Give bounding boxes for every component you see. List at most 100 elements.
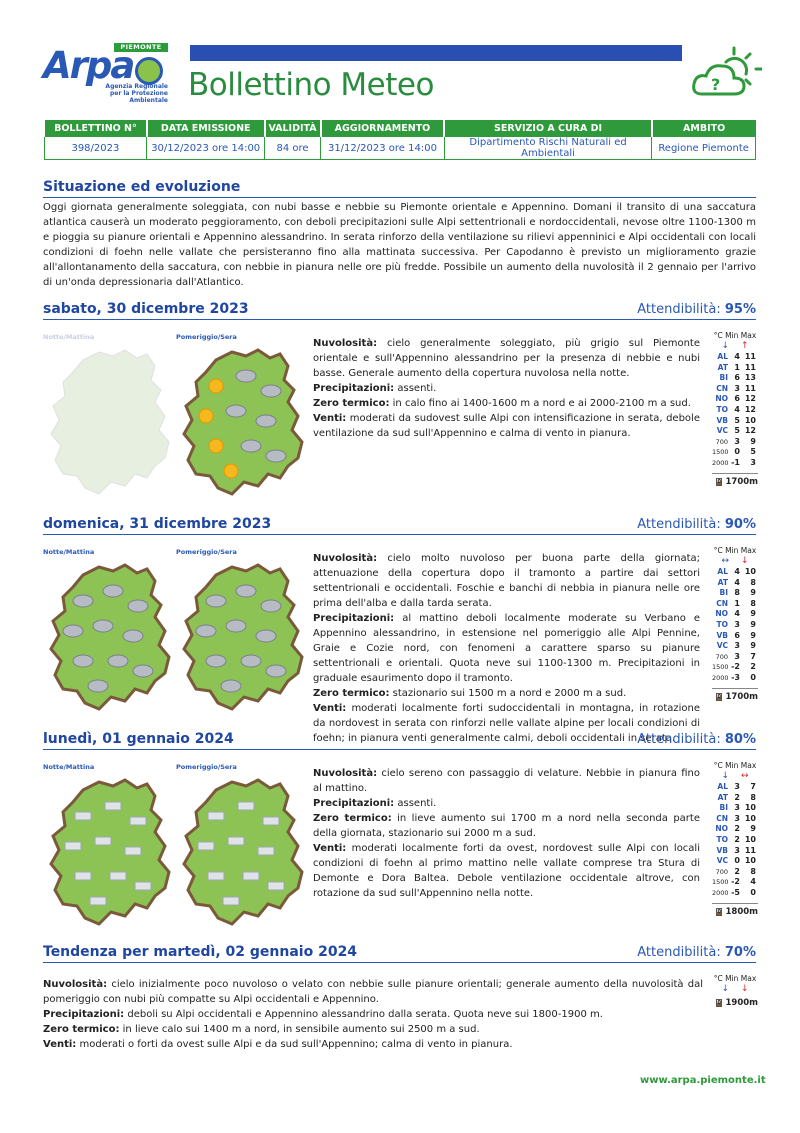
- map-label-afternoon: Pomeriggio/Sera: [176, 763, 237, 771]
- cloud-icon: [240, 439, 262, 453]
- fog-icon: [237, 801, 255, 811]
- day-description: Nuvolosità: cielo generalmente soleggiat…: [313, 336, 700, 441]
- temp-station: TO: [716, 834, 729, 844]
- header: PIEMONTE Arpa Agenzia Regionale per la P…: [0, 0, 800, 115]
- temp-min: 3: [734, 436, 740, 446]
- cloud-icon: [240, 654, 262, 668]
- clouds-text: cielo sereno con passaggio di velature. …: [313, 768, 700, 794]
- reliability-value: 70%: [724, 945, 756, 960]
- cloud-icon: [107, 654, 129, 668]
- reliability-value: 80%: [724, 732, 756, 747]
- freezing-level-value: 1700m: [725, 691, 758, 702]
- divider: [43, 534, 756, 535]
- reliability-label: Attendibilità:: [637, 302, 721, 317]
- wind-text: moderati o forti da ovest sulle Alpi e d…: [79, 1039, 513, 1050]
- temp-max: 9: [750, 641, 756, 651]
- piemonte-map-afternoon: [182, 563, 304, 711]
- cloud-icon: [205, 654, 227, 668]
- piemonte-map-night: [49, 563, 171, 711]
- freezing-level-value: 1700m: [725, 476, 758, 487]
- fog-icon: [262, 816, 280, 826]
- temp-min: 6: [734, 373, 740, 383]
- temp-station: AT: [717, 577, 728, 587]
- precip-label: Precipitazioni:: [313, 383, 395, 394]
- logo-dot: [135, 57, 163, 85]
- freezing-text: in lieve calo sui 1400 m a nord, in sens…: [122, 1024, 480, 1035]
- fog-icon: [124, 846, 142, 856]
- temp-max: 10: [744, 813, 756, 823]
- temp-max: 9: [750, 609, 756, 619]
- cloud-icon: [102, 584, 124, 598]
- temp-row: TO 2 10: [712, 835, 758, 846]
- cloud-icon: [225, 619, 247, 633]
- temp-max: 10: [744, 834, 756, 844]
- cloud-icon: [127, 599, 149, 613]
- situation-title: Situazione ed evoluzione: [43, 179, 241, 195]
- temp-min: 4: [734, 352, 740, 361]
- temp-min: 2: [734, 824, 740, 834]
- temp-max: 5: [750, 447, 756, 457]
- day-description: Nuvolosità: cielo molto nuvoloso per buo…: [313, 551, 700, 746]
- fog-icon: [242, 871, 260, 881]
- temp-min: 0: [734, 447, 740, 457]
- temp-row: VC 3 9: [712, 641, 758, 652]
- temp-row: VC 5 12: [712, 426, 758, 437]
- temp-station: VC: [716, 426, 728, 436]
- cloud-icon: [72, 654, 94, 668]
- cloud-icon: [220, 679, 242, 693]
- clouds-label: Nuvolosità:: [313, 553, 378, 564]
- temp-min: 3: [734, 383, 740, 393]
- freezing-text: in lieve aumento sui 1700 m a nord nella…: [313, 813, 700, 839]
- temp-row: AT 2 8: [712, 793, 758, 804]
- divider: [712, 902, 758, 904]
- temp-max: 11: [744, 362, 756, 372]
- clouds-label: Nuvolosità:: [313, 338, 378, 349]
- map-label-afternoon: Pomeriggio/Sera: [176, 548, 237, 556]
- day-title: domenica, 31 dicembre 2023: [43, 516, 272, 532]
- fog-icon: [89, 896, 107, 906]
- divider: [712, 687, 758, 689]
- temp-max: 10: [744, 856, 756, 866]
- divider: [43, 962, 756, 963]
- temp-header: °C Min Max: [713, 331, 757, 340]
- temp-max: 0: [750, 887, 756, 897]
- wind-label: Venti:: [43, 1039, 77, 1050]
- fog-icon: [94, 836, 112, 846]
- temp-station: 2000: [712, 888, 729, 897]
- cloud-icon: [205, 594, 227, 608]
- clouds-text: cielo generalmente soleggiato, più grigi…: [313, 338, 700, 379]
- fog-icon: [207, 811, 225, 821]
- temp-trend-arrows: ↔ ↓: [712, 555, 758, 567]
- clouds-label: Nuvolosità:: [43, 979, 108, 990]
- min-trend-icon: ↓: [721, 771, 729, 781]
- arpa-logo[interactable]: PIEMONTE Arpa Agenzia Regionale per la P…: [43, 43, 168, 104]
- region-shape: [50, 349, 170, 495]
- reliability-value: 90%: [724, 517, 756, 532]
- freezing-level-value: 1800m: [725, 906, 758, 917]
- temp-row: 2000 -5 0: [712, 888, 758, 899]
- temp-min: 5: [734, 426, 740, 436]
- day-reliability: Attendibilità: 90%: [560, 517, 756, 532]
- temp-min: 3: [734, 845, 740, 855]
- day-reliability: Attendibilità: 80%: [560, 732, 756, 747]
- freezing-text: stazionario sui 1500 m a nord e 2000 m a…: [392, 688, 627, 699]
- cloud-icon: [132, 664, 154, 678]
- piemonte-map-night: [50, 349, 170, 495]
- min-trend-icon: ↔: [721, 556, 729, 566]
- freezing-level-icon: 0: [716, 999, 723, 1007]
- temp-min: -2: [731, 662, 740, 672]
- temp-row: AT 1 11: [712, 363, 758, 374]
- temp-min: 4: [734, 404, 740, 414]
- day-title: sabato, 30 dicembre 2023: [43, 301, 249, 317]
- cloud-icon: [195, 624, 217, 638]
- temp-station: 700: [715, 652, 728, 661]
- temp-row: 700 2 8: [712, 867, 758, 878]
- temp-min: 3: [734, 641, 740, 651]
- divider: [43, 197, 756, 198]
- temp-station: 700: [715, 867, 728, 876]
- temp-station: VB: [716, 415, 728, 425]
- temp-trend-arrows: ↓ ↑: [712, 340, 758, 352]
- temp-station: VB: [716, 630, 728, 640]
- footer-link[interactable]: www.arpa.piemonte.it: [640, 1075, 766, 1086]
- temp-station: BI: [719, 803, 728, 813]
